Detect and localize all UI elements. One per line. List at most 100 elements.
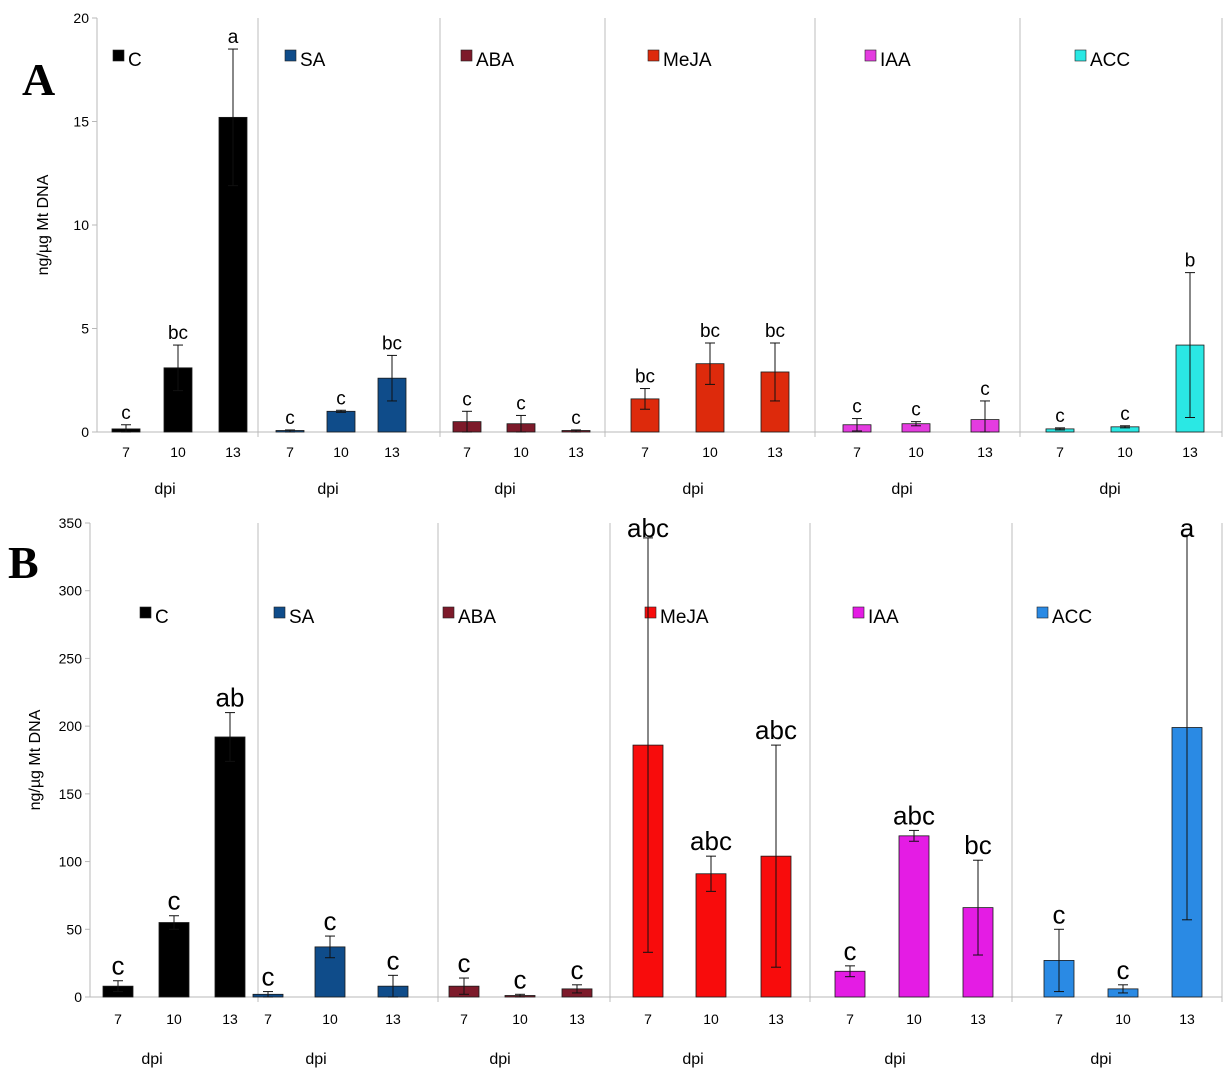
- panel-b-c-bar: [214, 736, 246, 998]
- panel-b-sa-legend-label: SA: [289, 607, 315, 628]
- panel-b-y-tick-label: 350: [59, 515, 83, 531]
- panel-a-c-significance-label: a: [228, 27, 239, 48]
- panel-a-meja-category-label: 7: [641, 444, 649, 460]
- panel-b-meja-legend-label: MeJA: [660, 607, 709, 628]
- panel-b-acc-significance-label: c: [1117, 955, 1130, 985]
- panel-b-meja-legend-swatch: [644, 606, 657, 619]
- panel-a-y-tick-label: 10: [73, 217, 89, 233]
- panel-a-iaa-legend-label: IAA: [880, 50, 911, 71]
- panel-a-c-category-label: 7: [122, 444, 130, 460]
- panel-a-meja-significance-label: bc: [765, 321, 785, 342]
- panel-b-iaa-bar: [898, 835, 930, 998]
- panel-a-aba-x-axis-title: dpi: [494, 481, 515, 498]
- panel-a-y-axis-title: ng/µg Mt DNA: [35, 174, 52, 275]
- panel-a-sa-significance-label: bc: [382, 333, 402, 354]
- panel-a-iaa-category-label: 7: [853, 444, 861, 460]
- panel-a-y-tick-label: 0: [81, 424, 89, 440]
- panel-a-sa-category-label: 13: [384, 444, 400, 460]
- panel-a-aba-category-label: 7: [463, 444, 471, 460]
- panel-b-acc-legend-swatch: [1036, 606, 1049, 619]
- panel-b-sa-category-label: 13: [385, 1011, 401, 1027]
- panel-a-acc-legend-swatch: [1074, 49, 1087, 62]
- panel-b-iaa-x-axis-title: dpi: [884, 1051, 905, 1068]
- panel-b-y-tick-label: 150: [59, 786, 83, 802]
- panel-b-sa-category-label: 10: [322, 1011, 338, 1027]
- panel-a-meja-significance-label: bc: [700, 321, 720, 342]
- panel-b-aba-legend-label: ABA: [458, 607, 496, 628]
- panel-b-c-category-label: 13: [222, 1011, 238, 1027]
- panel-b-sa-significance-label: c: [324, 906, 337, 936]
- panel-b-meja-x-axis-title: dpi: [682, 1051, 703, 1068]
- panel-a-sa-significance-label: c: [285, 408, 295, 429]
- panel-a-c-significance-label: c: [121, 403, 131, 424]
- panel-b-sa-legend-swatch: [273, 606, 286, 619]
- panel-a-iaa-category-label: 10: [908, 444, 924, 460]
- panel-a-meja-x-axis-title: dpi: [682, 481, 703, 498]
- panel-a-sa-bar: [326, 410, 356, 433]
- panel-a-aba-category-label: 13: [568, 444, 584, 460]
- panel-a-aba-significance-label: c: [571, 408, 581, 429]
- panel-b-meja-category-label: 13: [768, 1011, 784, 1027]
- panel-b-meja-significance-label: abc: [627, 513, 669, 543]
- panel-a-aba-significance-label: c: [516, 393, 526, 414]
- panel-a-c-significance-label: bc: [168, 323, 188, 344]
- panel-b-y-tick-label: 0: [74, 989, 82, 1005]
- panel-a-sa-category-label: 7: [286, 444, 294, 460]
- panel-b-iaa-category-label: 13: [970, 1011, 986, 1027]
- panel-b-aba-category-label: 13: [569, 1011, 585, 1027]
- panel-a-iaa-significance-label: c: [911, 400, 921, 421]
- panel-a-aba-legend-label: ABA: [476, 50, 514, 71]
- panel-a-sa-significance-label: c: [336, 388, 346, 409]
- panel-b-aba-significance-label: c: [514, 964, 527, 994]
- panel-a-y-tick-label: 20: [73, 10, 89, 26]
- panel-b-iaa-legend-swatch: [852, 606, 865, 619]
- panel-a-aba-significance-label: c: [462, 389, 472, 410]
- panel-b-y-tick-label: 250: [59, 650, 83, 666]
- panel-a-c-x-axis-title: dpi: [154, 481, 175, 498]
- panel-a-meja-significance-label: bc: [635, 367, 655, 388]
- panel-b-y-axis-title: ng/µg Mt DNA: [27, 709, 44, 810]
- panel-b-y-tick-label: 50: [66, 921, 82, 937]
- panel-b-sa-category-label: 7: [264, 1011, 272, 1027]
- panel-b-letter: B: [8, 537, 39, 588]
- panel-b-aba-legend-swatch: [442, 606, 455, 619]
- panel-a-y-tick-label: 15: [73, 114, 89, 130]
- panel-a-acc-significance-label: c: [1055, 406, 1065, 427]
- panel-b-iaa-significance-label: bc: [964, 830, 991, 860]
- panel-a-sa-category-label: 10: [333, 444, 349, 460]
- panel-a-sa-x-axis-title: dpi: [317, 481, 338, 498]
- panel-a-acc-category-label: 10: [1117, 444, 1133, 460]
- panel-b-y-tick-label: 200: [59, 718, 83, 734]
- panel-a-letter: A: [22, 54, 55, 105]
- panel-b-c-legend-swatch: [139, 606, 152, 619]
- panel-b-meja-category-label: 10: [703, 1011, 719, 1027]
- panel-b-iaa-legend-label: IAA: [868, 607, 899, 628]
- panel-a-aba-category-label: 10: [513, 444, 529, 460]
- panel-b-sa-significance-label: c: [262, 962, 275, 992]
- panel-b-iaa-significance-label: c: [844, 936, 857, 966]
- panel-b-y-tick-label: 100: [59, 854, 83, 870]
- panel-b-meja-bar: [695, 873, 727, 998]
- panel-a-acc-significance-label: b: [1185, 251, 1196, 272]
- panel-a-iaa-significance-label: c: [852, 397, 862, 418]
- panel-b-iaa-category-label: 7: [846, 1011, 854, 1027]
- panel-b-acc-x-axis-title: dpi: [1090, 1051, 1111, 1068]
- panel-b-meja-significance-label: abc: [690, 826, 732, 856]
- panel-b-sa-x-axis-title: dpi: [305, 1051, 326, 1068]
- panel-a-acc-significance-label: c: [1120, 404, 1130, 425]
- panel-b-acc-significance-label: a: [1180, 513, 1195, 543]
- panel-b-meja-category-label: 7: [644, 1011, 652, 1027]
- panel-b-aba-x-axis-title: dpi: [489, 1051, 510, 1068]
- panel-a-meja-category-label: 10: [702, 444, 718, 460]
- panel-a-iaa-significance-label: c: [980, 379, 990, 400]
- panel-a-iaa-x-axis-title: dpi: [891, 481, 912, 498]
- panel-b-c-significance-label: c: [168, 886, 181, 916]
- panel-b-c-legend-label: C: [155, 607, 169, 628]
- panel-b-y-tick-label: 300: [59, 583, 83, 599]
- panel-a-acc-category-label: 13: [1182, 444, 1198, 460]
- panel-b-aba-significance-label: c: [571, 955, 584, 985]
- panel-b-aba-category-label: 7: [460, 1011, 468, 1027]
- panel-b-sa-significance-label: c: [387, 945, 400, 975]
- panel-a-meja-legend-label: MeJA: [663, 50, 712, 71]
- panel-a-aba-legend-swatch: [460, 49, 473, 62]
